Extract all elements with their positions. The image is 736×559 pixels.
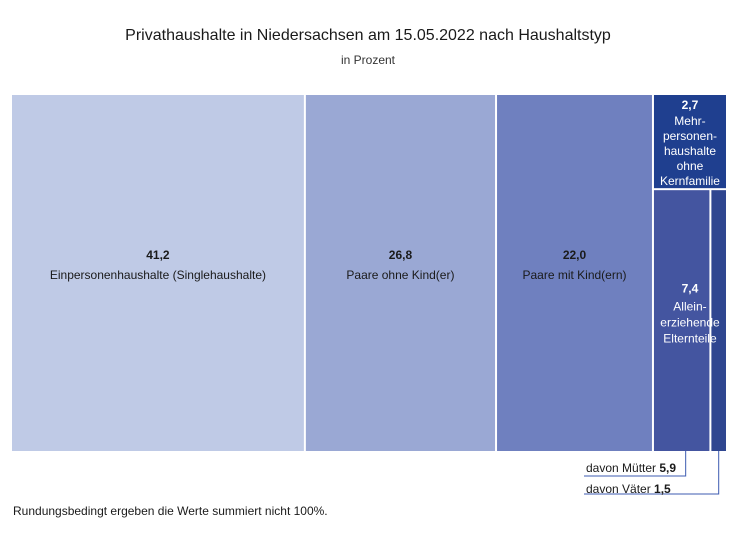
tile-value-label: 2,7 (682, 98, 699, 112)
tile-muetter (653, 190, 710, 451)
tile-paare-ohne-kinder (305, 95, 496, 451)
tile-category-label: Elternteile (663, 332, 717, 346)
tile-category-label: Mehr- (674, 114, 705, 128)
callout-line-vaeter (584, 451, 720, 495)
tile-vaeter (711, 190, 726, 451)
callout-line-muetter (584, 451, 687, 477)
tile-category-label: erziehende (660, 316, 720, 330)
chart-subtitle: in Prozent (340, 53, 396, 67)
tile-value-label: 26,8 (389, 248, 413, 262)
tile-category-label: haushalte (664, 144, 716, 158)
footnote: Rundungsbedingt ergeben die Werte summie… (13, 504, 328, 518)
tile-category-label: ohne (677, 159, 704, 173)
chart-title: Privathaushalte in Niedersachsen am 15.0… (125, 27, 611, 44)
tile-category-label: Paare ohne Kind(er) (346, 268, 454, 282)
tile-category-label: Paare mit Kind(ern) (522, 268, 626, 282)
tile-category-label: Kernfamilie (660, 174, 720, 188)
tile-paare-mit-kindern (497, 95, 652, 451)
callout-muetter: davon Mütter 5,9 (586, 461, 676, 475)
callout-vaeter: davon Väter 1,5 (586, 482, 671, 496)
tile-value-label: 22,0 (563, 248, 587, 262)
tile-category-label: Einpersonenhaushalte (Singlehaushalte) (50, 268, 266, 282)
tile-value-label: 41,2 (146, 248, 170, 262)
tile-value-label: 7,4 (682, 282, 699, 296)
tile-category-label: personen- (663, 129, 717, 143)
tile-mehrpersonenhaushalte (653, 95, 726, 189)
tile-category-label: Allein- (673, 300, 706, 314)
tile-einpersonenhaushalte (12, 95, 304, 451)
